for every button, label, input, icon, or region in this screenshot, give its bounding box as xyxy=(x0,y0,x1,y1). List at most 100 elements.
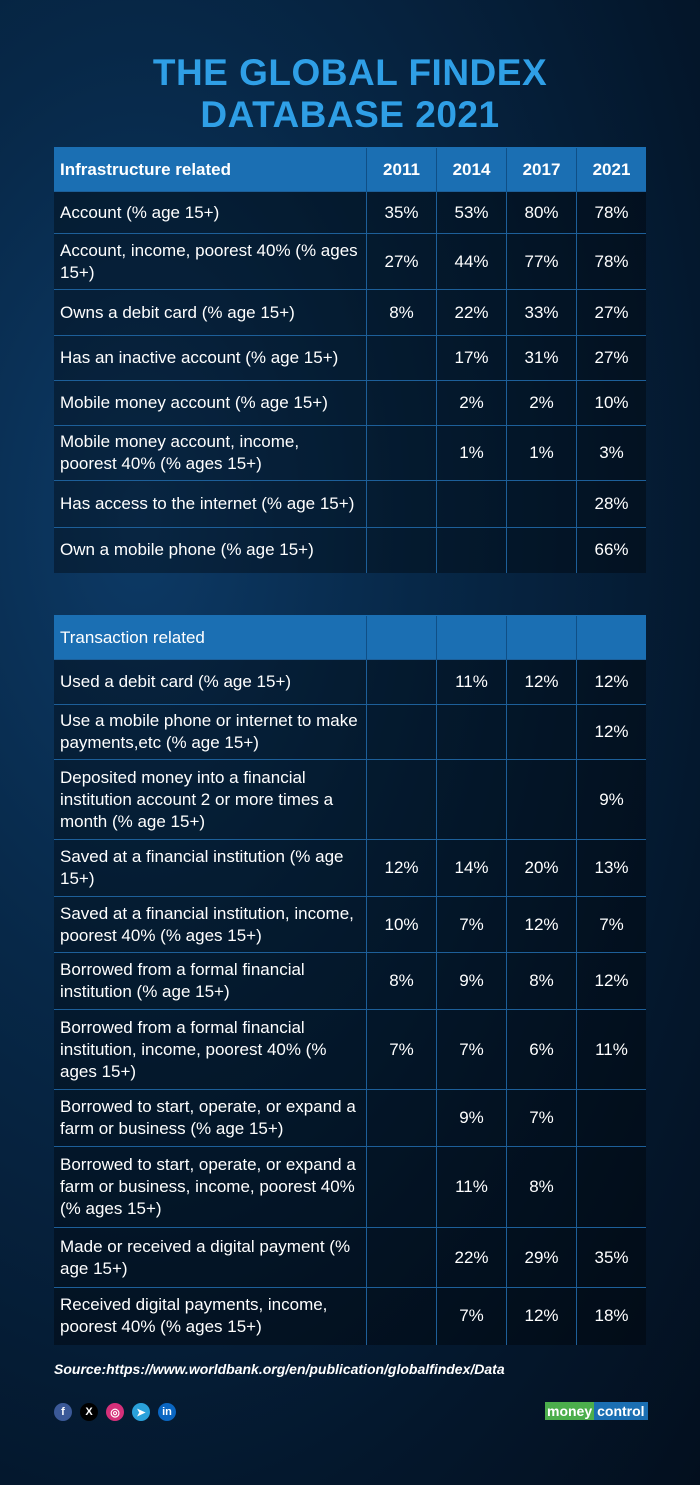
value-cell xyxy=(506,704,577,760)
value-cell xyxy=(506,480,577,528)
instagram-icon[interactable]: ◎ xyxy=(106,1403,124,1421)
row-label: Borrowed to start, operate, or expand a … xyxy=(54,1089,367,1147)
telegram-icon[interactable]: ➤ xyxy=(132,1403,150,1421)
row-label: Borrowed from a formal financial institu… xyxy=(54,952,367,1010)
value-cell: 78% xyxy=(576,233,646,290)
value-cell: 78% xyxy=(576,191,646,234)
value-cell: 22% xyxy=(436,1227,507,1288)
value-cell: 29% xyxy=(506,1227,577,1288)
row-label: Received digital payments, income, poore… xyxy=(54,1287,367,1345)
value-cell: 20% xyxy=(506,839,577,897)
row-label: Account (% age 15+) xyxy=(54,191,367,234)
value-cell: 2% xyxy=(506,380,577,426)
year-header xyxy=(366,615,437,660)
value-cell: 2% xyxy=(436,380,507,426)
value-cell xyxy=(366,1287,437,1345)
value-cell: 31% xyxy=(506,335,577,381)
value-cell xyxy=(366,1089,437,1147)
value-cell: 7% xyxy=(436,1009,507,1090)
value-cell: 10% xyxy=(576,380,646,426)
value-cell: 7% xyxy=(576,896,646,953)
value-cell: 12% xyxy=(506,1287,577,1345)
value-cell xyxy=(576,1089,646,1147)
table-row: Received digital payments, income, poore… xyxy=(54,1287,646,1345)
value-cell: 27% xyxy=(576,289,646,336)
value-cell: 11% xyxy=(436,1146,507,1228)
value-cell: 12% xyxy=(366,839,437,897)
value-cell xyxy=(366,480,437,528)
row-label: Account, income, poorest 40% (% ages 15+… xyxy=(54,233,367,290)
value-cell: 7% xyxy=(436,896,507,953)
value-cell: 10% xyxy=(366,896,437,953)
value-cell xyxy=(366,759,437,840)
source-note: Source:https://www.worldbank.org/en/publ… xyxy=(54,1361,505,1377)
value-cell: 11% xyxy=(576,1009,646,1090)
value-cell xyxy=(366,704,437,760)
value-cell xyxy=(366,527,437,573)
table-row: Saved at a financial institution, income… xyxy=(54,896,646,953)
row-label: Own a mobile phone (% age 15+) xyxy=(54,527,367,573)
page-title: THE GLOBAL FINDEX DATABASE 2021 xyxy=(152,52,548,135)
value-cell: 35% xyxy=(576,1227,646,1288)
value-cell: 28% xyxy=(576,480,646,528)
table-row: Use a mobile phone or internet to make p… xyxy=(54,704,646,760)
section-header: Infrastructure related xyxy=(54,147,367,192)
row-label: Use a mobile phone or internet to make p… xyxy=(54,704,367,760)
table-row: Has access to the internet (% age 15+) 28… xyxy=(54,480,646,528)
table-row: Own a mobile phone (% age 15+) 66% xyxy=(54,527,646,573)
value-cell: 14% xyxy=(436,839,507,897)
value-cell: 6% xyxy=(506,1009,577,1090)
value-cell xyxy=(366,425,437,481)
value-cell: 1% xyxy=(436,425,507,481)
x-icon[interactable]: X xyxy=(80,1403,98,1421)
row-label: Mobile money account, income, poorest 40… xyxy=(54,425,367,481)
row-label: Used a debit card (% age 15+) xyxy=(54,659,367,705)
value-cell: 9% xyxy=(576,759,646,840)
row-label: Has access to the internet (% age 15+) xyxy=(54,480,367,528)
year-header: 2011 xyxy=(366,147,437,192)
value-cell xyxy=(506,527,577,573)
value-cell: 17% xyxy=(436,335,507,381)
value-cell xyxy=(366,380,437,426)
value-cell: 1% xyxy=(506,425,577,481)
value-cell xyxy=(436,527,507,573)
value-cell: 13% xyxy=(576,839,646,897)
linkedin-icon[interactable]: in xyxy=(158,1403,176,1421)
value-cell: 77% xyxy=(506,233,577,290)
value-cell xyxy=(576,1146,646,1228)
value-cell: 66% xyxy=(576,527,646,573)
value-cell: 12% xyxy=(506,659,577,705)
table-header: Infrastructure related 2011 2014 2017 2021 xyxy=(54,147,646,192)
table-row: Mobile money account, income, poorest 40… xyxy=(54,425,646,481)
table-row: Made or received a digital payment (% ag… xyxy=(54,1227,646,1288)
value-cell xyxy=(436,480,507,528)
value-cell: 11% xyxy=(436,659,507,705)
table-row: Saved at a financial institution (% age … xyxy=(54,839,646,897)
value-cell: 8% xyxy=(506,952,577,1010)
row-label: Owns a debit card (% age 15+) xyxy=(54,289,367,336)
moneycontrol-logo: money control xyxy=(545,1402,648,1420)
value-cell xyxy=(366,1146,437,1228)
value-cell: 12% xyxy=(576,952,646,1010)
value-cell: 8% xyxy=(506,1146,577,1228)
value-cell: 7% xyxy=(366,1009,437,1090)
row-label: Borrowed from a formal financial institu… xyxy=(54,1009,367,1090)
row-label: Made or received a digital payment (% ag… xyxy=(54,1227,367,1288)
value-cell: 22% xyxy=(436,289,507,336)
year-header xyxy=(506,615,577,660)
facebook-icon[interactable]: f xyxy=(54,1403,72,1421)
value-cell: 44% xyxy=(436,233,507,290)
row-label: Saved at a financial institution (% age … xyxy=(54,839,367,897)
year-header xyxy=(436,615,507,660)
value-cell xyxy=(436,704,507,760)
value-cell: 53% xyxy=(436,191,507,234)
infrastructure-table: Infrastructure related 2011 2014 2017 2021 Ac… xyxy=(54,147,646,573)
value-cell: 7% xyxy=(436,1287,507,1345)
table-row: Deposited money into a financial institu… xyxy=(54,759,646,840)
value-cell: 7% xyxy=(506,1089,577,1147)
row-label: Saved at a financial institution, income… xyxy=(54,896,367,953)
value-cell: 35% xyxy=(366,191,437,234)
row-label: Deposited money into a financial institu… xyxy=(54,759,367,840)
table-header: Transaction related xyxy=(54,615,646,660)
value-cell: 9% xyxy=(436,952,507,1010)
